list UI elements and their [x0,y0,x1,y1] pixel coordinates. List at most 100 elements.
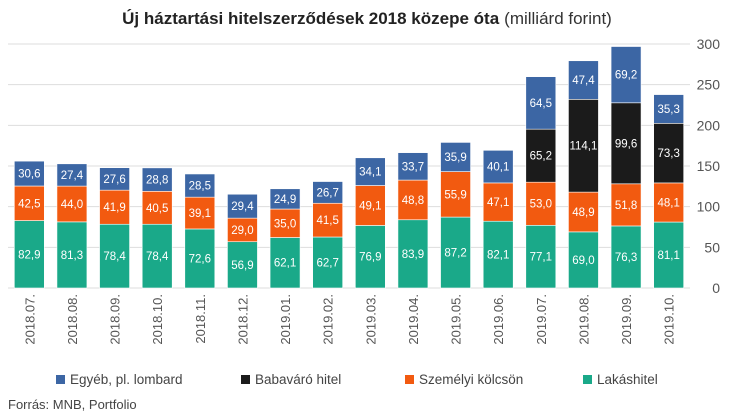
data-label: 69,2 [615,70,637,82]
bar-segment [482,150,514,184]
legend-swatch [583,375,592,384]
x-tick-label: 2019.03. [363,294,378,345]
bar-segment [397,152,429,181]
x-tick-label: 2019.02. [321,294,336,345]
data-label: 51,8 [615,200,637,212]
chart-title-main: Új háztartási hitelszerződések 2018 köze… [122,9,500,28]
bar-segment [355,157,386,186]
bar-segment [653,221,684,289]
data-label: 24,9 [274,194,296,206]
legend-label: Egyéb, pl. lombard [70,372,183,387]
y-tick-label: 150 [697,158,721,174]
y-tick-label: 100 [697,199,721,215]
y-tick-label: 0 [712,280,720,296]
data-label: 28,5 [189,181,211,193]
legend-label: Lakáshitel [597,372,658,387]
x-tick-label: 2019.06. [491,294,506,345]
bar-segment [141,167,173,192]
x-tick-label: 2018.08. [65,294,80,345]
y-tick-label: 200 [697,117,721,133]
data-label: 83,9 [402,249,424,261]
x-tick-label: 2018.11. [193,294,208,344]
data-label: 39,1 [189,208,211,220]
bar-segment [99,223,130,289]
bar-segment [355,185,386,226]
x-tick-label: 2019.07. [534,294,549,345]
y-axis: 0 50 100 150 200 250 300 [697,36,721,296]
data-label: 30,6 [18,169,40,181]
bar-segment [14,220,45,289]
bar-segment [482,220,514,289]
legend: Egyéb, pl. lombard Babaváró hitel Személyi… [56,372,658,387]
data-label: 40,1 [487,162,509,174]
x-tick-label: 2018.07. [22,294,37,345]
data-label: 27,6 [103,174,125,186]
legend-swatch [241,375,250,384]
bar-segment [525,224,557,289]
bar-segment [269,188,301,210]
data-label: 62,7 [316,258,338,270]
data-label: 48,9 [572,207,594,219]
bar-segment [525,128,557,183]
data-label: 35,0 [274,218,296,230]
x-tick-label: 2019.05. [449,294,464,345]
data-label: 44,0 [61,199,83,211]
data-label: 72,6 [189,253,211,265]
data-label: 47,1 [487,197,509,209]
data-label: 41,5 [316,215,338,227]
legend-label: Babaváró hitel [255,372,341,387]
x-tick-label: 2018.09. [108,294,123,345]
data-label: 33,7 [402,161,424,173]
x-tick-label: 2019.01. [278,294,293,345]
legend-swatch [405,375,414,384]
data-label: 53,0 [530,199,552,211]
data-label: 34,1 [359,167,381,179]
data-label: 87,2 [444,248,466,260]
data-label: 62,1 [274,258,296,270]
bar-segment [141,190,173,225]
bar-segment [269,237,301,289]
data-label: 78,4 [103,251,126,263]
legend-label: Személyi kölcsön [419,372,523,387]
data-label: 48,8 [402,195,424,207]
data-label: 64,5 [530,98,552,110]
bars: 82,9 42,5 30,6 81,3 44,0 27,4 78,4 41,9 27,6 78,4… [14,46,684,289]
data-label: 40,5 [146,203,168,215]
bar-segment [184,196,216,230]
bar-segment [568,231,599,289]
data-label: 56,9 [231,260,253,272]
data-label: 77,1 [530,252,552,264]
x-tick-label: 2019.04. [406,294,421,345]
data-label: 29,0 [231,225,253,237]
x-axis: 2018.07. 2018.08. 2018.09. 2018.10. 2018.11.… [22,294,676,345]
x-tick-label: 2018.12. [235,294,250,345]
bar-segment [440,142,471,172]
bar-segment [397,179,429,221]
bar-segment [99,189,130,225]
data-label: 76,9 [359,252,381,264]
bar-segment [56,221,88,289]
y-tick-label: 300 [697,36,721,52]
legend-swatch [56,375,65,384]
bar-segment [525,76,557,130]
data-label: 99,6 [615,138,637,150]
bar-segment [568,60,599,100]
x-tick-label: 2018.10. [150,294,165,345]
data-label: 48,1 [657,197,679,209]
x-tick-label: 2019.09. [619,294,634,345]
bar-segment [312,202,343,238]
bar-segment [99,167,130,191]
bar-segment [610,46,642,104]
source-note: Forrás: MNB, Portfolio [8,397,137,412]
data-label: 55,9 [444,189,466,201]
y-tick-label: 50 [704,239,720,255]
data-label: 26,7 [316,187,338,199]
bar-segment [14,185,45,221]
data-label: 27,4 [61,170,84,182]
bar-segment [653,94,684,124]
data-label: 29,4 [231,201,254,213]
bar-segment [227,193,258,219]
data-label: 82,9 [18,249,40,261]
data-label: 49,1 [359,200,381,212]
